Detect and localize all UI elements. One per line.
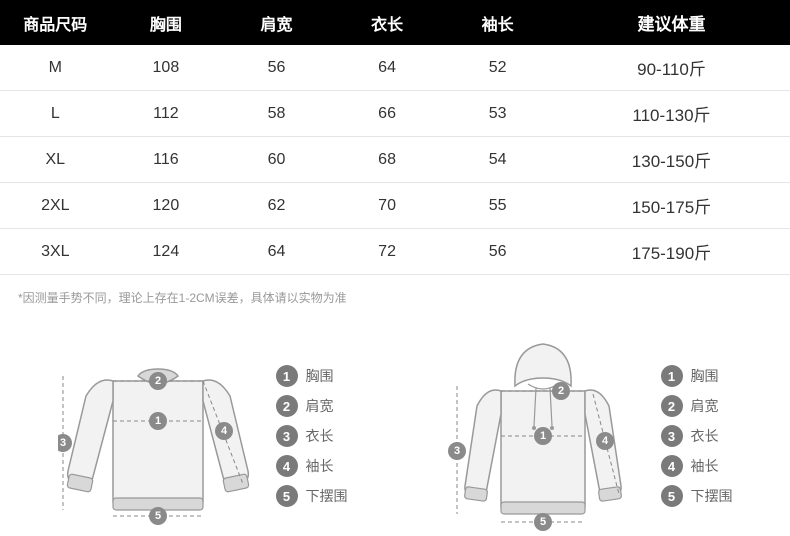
table-cell: 108 bbox=[111, 45, 222, 91]
legend-label: 袖长 bbox=[306, 456, 334, 476]
legend-number-badge: 3 bbox=[661, 425, 683, 447]
legend-sweatshirt: 1 胸围 2 肩宽 3 衣长 4 袖长 5 下摆围 bbox=[276, 365, 348, 507]
table-cell: 60 bbox=[221, 137, 332, 183]
svg-text:5: 5 bbox=[539, 516, 545, 528]
table-row: 2XL120627055150-175斤 bbox=[0, 183, 790, 229]
legend-item: 3 衣长 bbox=[276, 425, 348, 447]
sweatshirt-illustration: 1 2 3 4 5 bbox=[58, 336, 258, 536]
legend-item: 5 下摆围 bbox=[661, 485, 733, 507]
diagram-sweatshirt: 1 2 3 4 5 1 胸围 2 肩宽 3 衣长 4 袖长 5 下摆围 bbox=[58, 336, 348, 536]
table-cell: 56 bbox=[442, 229, 553, 275]
legend-number-badge: 5 bbox=[276, 485, 298, 507]
diagram-hoodie: 1 2 3 4 5 1 胸围 2 肩宽 3 衣长 4 袖长 5 下摆围 bbox=[443, 336, 733, 536]
table-cell: 90-110斤 bbox=[553, 45, 790, 91]
th-weight: 建议体重 bbox=[553, 0, 790, 45]
table-cell: 116 bbox=[111, 137, 222, 183]
svg-text:3: 3 bbox=[59, 437, 65, 449]
table-header-row: 商品尺码 胸围 肩宽 衣长 袖长 建议体重 bbox=[0, 0, 790, 45]
svg-text:1: 1 bbox=[154, 415, 160, 427]
table-cell: 55 bbox=[442, 183, 553, 229]
table-cell: 58 bbox=[221, 91, 332, 137]
legend-number-badge: 3 bbox=[276, 425, 298, 447]
legend-item: 4 袖长 bbox=[276, 455, 348, 477]
th-chest: 胸围 bbox=[111, 0, 222, 45]
legend-label: 肩宽 bbox=[691, 396, 719, 416]
legend-item: 3 衣长 bbox=[661, 425, 733, 447]
table-cell: 56 bbox=[221, 45, 332, 91]
legend-number-badge: 1 bbox=[661, 365, 683, 387]
legend-number-badge: 5 bbox=[661, 485, 683, 507]
legend-item: 2 肩宽 bbox=[661, 395, 733, 417]
legend-label: 胸围 bbox=[691, 366, 719, 386]
table-cell: 2XL bbox=[0, 183, 111, 229]
table-row: M10856645290-110斤 bbox=[0, 45, 790, 91]
legend-number-badge: 2 bbox=[661, 395, 683, 417]
svg-text:2: 2 bbox=[557, 385, 563, 397]
th-size: 商品尺码 bbox=[0, 0, 111, 45]
svg-text:4: 4 bbox=[601, 435, 608, 447]
table-cell: XL bbox=[0, 137, 111, 183]
table-row: L112586653110-130斤 bbox=[0, 91, 790, 137]
table-cell: 64 bbox=[332, 45, 443, 91]
table-cell: 112 bbox=[111, 91, 222, 137]
hoodie-illustration: 1 2 3 4 5 bbox=[443, 336, 643, 536]
legend-label: 下摆围 bbox=[691, 486, 733, 506]
table-cell: 110-130斤 bbox=[553, 91, 790, 137]
svg-text:3: 3 bbox=[453, 445, 459, 457]
th-sleeve: 袖长 bbox=[442, 0, 553, 45]
legend-item: 4 袖长 bbox=[661, 455, 733, 477]
table-cell: 175-190斤 bbox=[553, 229, 790, 275]
legend-number-badge: 4 bbox=[661, 455, 683, 477]
table-cell: 64 bbox=[221, 229, 332, 275]
legend-item: 5 下摆围 bbox=[276, 485, 348, 507]
svg-text:2: 2 bbox=[154, 375, 160, 387]
table-cell: 124 bbox=[111, 229, 222, 275]
diagrams-row: 1 2 3 4 5 1 胸围 2 肩宽 3 衣长 4 袖长 5 下摆围 bbox=[0, 326, 790, 536]
legend-label: 衣长 bbox=[691, 426, 719, 446]
table-cell: 53 bbox=[442, 91, 553, 137]
table-cell: 54 bbox=[442, 137, 553, 183]
table-row: 3XL124647256175-190斤 bbox=[0, 229, 790, 275]
legend-item: 2 肩宽 bbox=[276, 395, 348, 417]
table-cell: 72 bbox=[332, 229, 443, 275]
table-row: XL116606854130-150斤 bbox=[0, 137, 790, 183]
table-cell: 3XL bbox=[0, 229, 111, 275]
legend-item: 1 胸围 bbox=[276, 365, 348, 387]
table-cell: 130-150斤 bbox=[553, 137, 790, 183]
legend-label: 胸围 bbox=[306, 366, 334, 386]
svg-text:4: 4 bbox=[220, 425, 227, 437]
table-cell: 68 bbox=[332, 137, 443, 183]
svg-text:1: 1 bbox=[539, 430, 545, 442]
table-cell: M bbox=[0, 45, 111, 91]
legend-number-badge: 1 bbox=[276, 365, 298, 387]
table-body: M10856645290-110斤L112586653110-130斤XL116… bbox=[0, 45, 790, 275]
table-cell: 52 bbox=[442, 45, 553, 91]
size-table: 商品尺码 胸围 肩宽 衣长 袖长 建议体重 M10856645290-110斤L… bbox=[0, 0, 790, 275]
legend-hoodie: 1 胸围 2 肩宽 3 衣长 4 袖长 5 下摆围 bbox=[661, 365, 733, 507]
legend-number-badge: 4 bbox=[276, 455, 298, 477]
legend-label: 下摆围 bbox=[306, 486, 348, 506]
table-cell: 66 bbox=[332, 91, 443, 137]
table-cell: L bbox=[0, 91, 111, 137]
legend-label: 衣长 bbox=[306, 426, 334, 446]
table-cell: 70 bbox=[332, 183, 443, 229]
legend-label: 肩宽 bbox=[306, 396, 334, 416]
table-cell: 150-175斤 bbox=[553, 183, 790, 229]
legend-item: 1 胸围 bbox=[661, 365, 733, 387]
measurement-note: *因测量手势不同，理论上存在1-2CM误差，具体请以实物为准 bbox=[0, 275, 790, 326]
legend-label: 袖长 bbox=[691, 456, 719, 476]
th-shoulder: 肩宽 bbox=[221, 0, 332, 45]
th-length: 衣长 bbox=[332, 0, 443, 45]
table-cell: 120 bbox=[111, 183, 222, 229]
legend-number-badge: 2 bbox=[276, 395, 298, 417]
table-cell: 62 bbox=[221, 183, 332, 229]
svg-text:5: 5 bbox=[154, 510, 160, 522]
